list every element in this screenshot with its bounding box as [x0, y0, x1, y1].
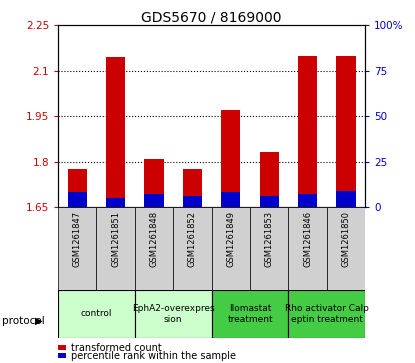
FancyBboxPatch shape [58, 290, 135, 338]
FancyBboxPatch shape [96, 207, 135, 290]
Text: GSM1261849: GSM1261849 [226, 211, 235, 267]
Bar [260, 152, 279, 207]
Bar [106, 57, 125, 207]
Bar [183, 169, 202, 207]
Bar [260, 196, 279, 207]
Title: GDS5670 / 8169000: GDS5670 / 8169000 [142, 10, 282, 24]
FancyBboxPatch shape [250, 207, 288, 290]
Bar [106, 198, 125, 207]
Text: GSM1261850: GSM1261850 [342, 211, 351, 267]
Bar [337, 191, 356, 207]
Text: GSM1261851: GSM1261851 [111, 211, 120, 267]
Text: transformed count: transformed count [71, 343, 162, 354]
Bar [144, 159, 164, 207]
Text: GSM1261852: GSM1261852 [188, 211, 197, 267]
FancyBboxPatch shape [327, 207, 365, 290]
FancyBboxPatch shape [212, 207, 250, 290]
FancyBboxPatch shape [135, 207, 173, 290]
Bar [298, 56, 317, 207]
Text: GSM1261847: GSM1261847 [73, 211, 82, 267]
Bar [144, 194, 164, 207]
Bar [68, 169, 87, 207]
Text: Rho activator Calp
eptin treatment: Rho activator Calp eptin treatment [285, 304, 369, 324]
Text: protocol: protocol [2, 316, 45, 326]
Text: ▶: ▶ [35, 316, 43, 326]
Text: GSM1261853: GSM1261853 [265, 211, 274, 267]
Bar [221, 110, 240, 207]
FancyBboxPatch shape [58, 207, 96, 290]
FancyBboxPatch shape [288, 207, 327, 290]
Bar [298, 194, 317, 207]
Bar [183, 196, 202, 207]
Text: percentile rank within the sample: percentile rank within the sample [71, 351, 236, 362]
Text: GSM1261848: GSM1261848 [149, 211, 159, 267]
FancyBboxPatch shape [212, 290, 288, 338]
FancyBboxPatch shape [173, 207, 212, 290]
Bar [68, 192, 87, 207]
Text: control: control [81, 310, 112, 318]
Bar [221, 192, 240, 207]
FancyBboxPatch shape [288, 290, 365, 338]
Text: GSM1261846: GSM1261846 [303, 211, 312, 267]
FancyBboxPatch shape [135, 290, 212, 338]
Text: EphA2-overexpres
sion: EphA2-overexpres sion [132, 304, 215, 324]
Bar [337, 56, 356, 207]
Text: Ilomastat
treatment: Ilomastat treatment [227, 304, 273, 324]
